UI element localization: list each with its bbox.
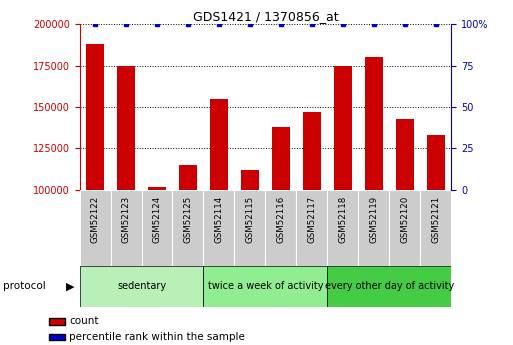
Bar [327,266,451,307]
Text: GSM52118: GSM52118 [339,196,347,243]
Bar [116,66,135,345]
Text: every other day of activity: every other day of activity [325,282,454,291]
Text: GSM52117: GSM52117 [307,196,317,243]
Text: GSM52116: GSM52116 [277,196,285,243]
Bar [210,99,228,345]
Bar [142,190,172,266]
Bar [427,135,445,345]
Bar [272,127,290,345]
Text: GSM52114: GSM52114 [214,196,224,243]
Text: GSM52120: GSM52120 [401,196,409,243]
Bar [389,190,421,266]
Bar [172,190,204,266]
Bar [204,266,327,307]
Bar [421,190,451,266]
Bar [204,190,234,266]
Text: ▶: ▶ [66,282,74,291]
Bar [148,187,166,345]
Bar [327,190,359,266]
Text: twice a week of activity: twice a week of activity [208,282,323,291]
Bar [179,165,198,345]
Text: protocol: protocol [3,282,45,291]
Text: GSM52124: GSM52124 [152,196,162,243]
Text: GSM52119: GSM52119 [369,196,379,243]
Text: GSM52115: GSM52115 [246,196,254,243]
Bar [234,190,265,266]
Title: GDS1421 / 1370856_at: GDS1421 / 1370856_at [193,10,338,23]
Text: GSM52125: GSM52125 [184,196,192,243]
Bar [80,190,110,266]
Bar [396,119,415,345]
Text: GSM52123: GSM52123 [122,196,130,243]
Text: count: count [69,316,98,326]
Bar [365,57,383,345]
Bar [303,112,321,345]
Bar [359,190,389,266]
Bar [333,66,352,345]
Text: GSM52121: GSM52121 [431,196,441,243]
Bar [297,190,327,266]
Bar [241,170,259,345]
Text: GSM52122: GSM52122 [90,196,100,243]
Bar [110,190,142,266]
Bar [265,190,297,266]
Bar [86,44,104,345]
Text: sedentary: sedentary [117,282,166,291]
Bar [80,266,204,307]
Text: percentile rank within the sample: percentile rank within the sample [69,332,245,342]
